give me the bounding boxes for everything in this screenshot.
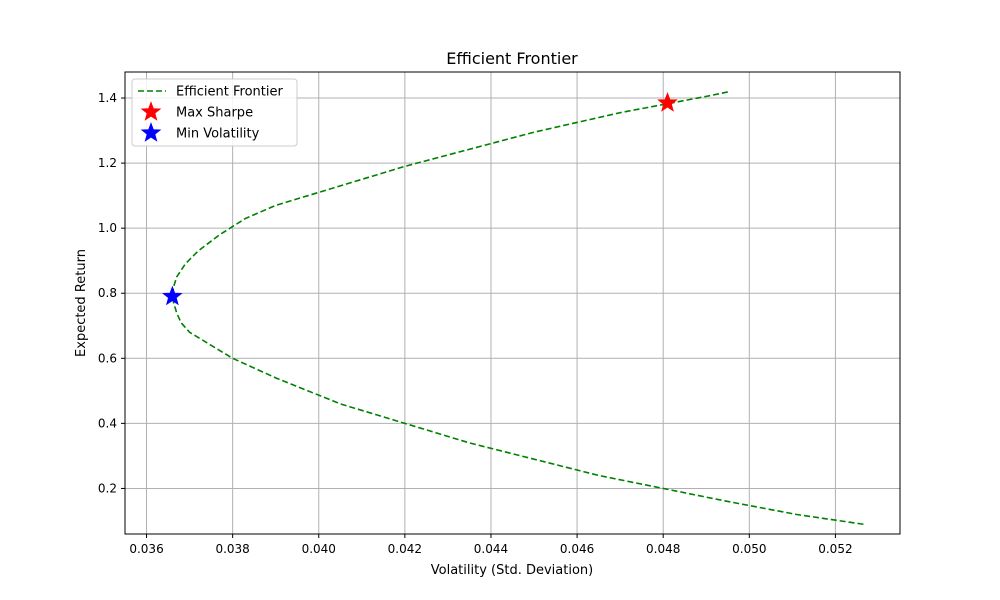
x-tick-label: 0.040 xyxy=(302,542,336,556)
x-tick-label: 0.036 xyxy=(129,542,163,556)
y-tick-label: 0.8 xyxy=(98,286,117,300)
y-tick-label: 1.4 xyxy=(98,91,117,105)
legend-box xyxy=(131,78,298,147)
legend-label-efficient-frontier: Efficient Frontier xyxy=(176,85,283,100)
plot-frame xyxy=(124,71,901,535)
efficient-frontier-line xyxy=(171,90,864,526)
chart-title: Efficient Frontier xyxy=(446,49,578,68)
x-tick-label: 0.042 xyxy=(388,542,422,556)
marker-layer xyxy=(162,92,678,306)
y-tick-label: 0.4 xyxy=(98,416,117,430)
min-volatility-marker xyxy=(162,285,183,306)
y-axis-label: Expected Return xyxy=(74,249,89,357)
x-axis-label: Volatility (Std. Deviation) xyxy=(431,563,593,578)
grid xyxy=(125,72,900,534)
x-tick-label: 0.050 xyxy=(732,542,766,556)
y-tick-label: 0.6 xyxy=(98,351,117,365)
x-tick-label: 0.044 xyxy=(474,542,508,556)
x-tick-label: 0.046 xyxy=(560,542,594,556)
legend-key-max-sharpe xyxy=(140,101,162,121)
legend-label-min-volatility: Min Volatility xyxy=(176,127,260,142)
ticks: 0.036 0.038 0.040 0.042 0.044 0.046 0.048 0.050… xyxy=(98,91,853,556)
y-tick-label: 1.0 xyxy=(98,221,117,235)
max-sharpe-marker xyxy=(657,92,678,112)
y-tick-label: 0.2 xyxy=(98,481,117,495)
y-tick-label: 1.2 xyxy=(98,156,117,170)
x-tick-label: 0.038 xyxy=(215,542,249,556)
series-layer xyxy=(171,90,864,526)
x-tick-label: 0.048 xyxy=(646,542,680,556)
legend-key-min-volatility xyxy=(140,122,162,142)
legend: Efficient Frontier Max Sharpe Min Volatili… xyxy=(131,78,298,147)
x-tick-label: 0.052 xyxy=(818,542,852,556)
legend-label-max-sharpe: Max Sharpe xyxy=(176,106,253,121)
